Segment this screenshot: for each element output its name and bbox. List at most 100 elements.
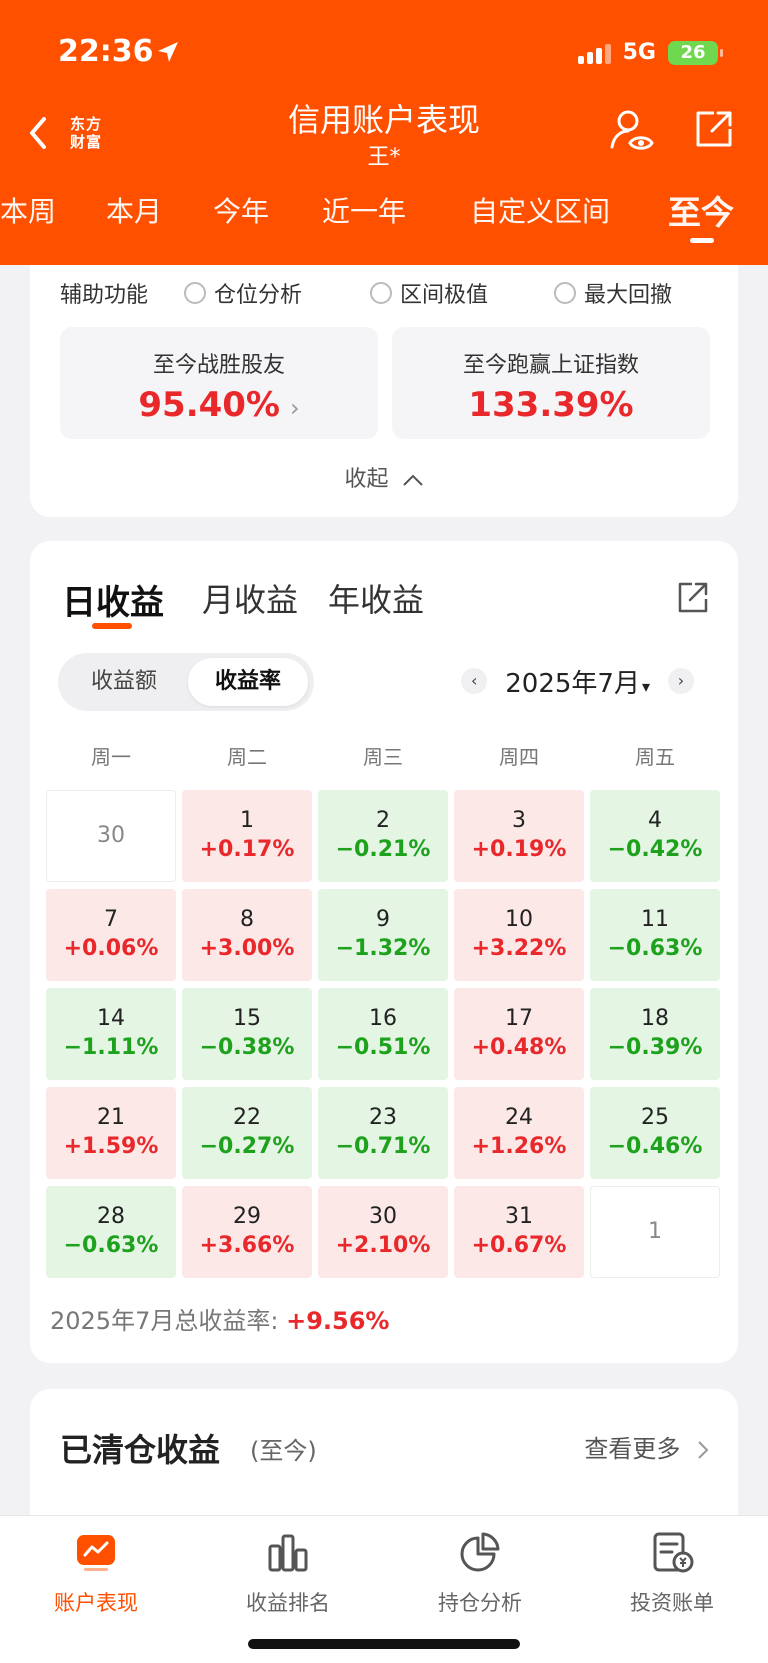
radio-icon[interactable] [554, 282, 576, 304]
calendar-day-cell: 30 [46, 790, 176, 882]
status-time: 22:36 [58, 34, 154, 69]
day-number: 30 [97, 823, 125, 848]
aux-functions: 辅助功能 仓位分析 区间极值 最大回撤 [60, 277, 708, 313]
calendar-day-cell[interactable]: 3 +0.19% [454, 790, 584, 882]
day-number: 14 [97, 1006, 125, 1031]
beat-peers-stat[interactable]: 至今战胜股友 95.40% › [60, 327, 378, 439]
radio-icon[interactable] [370, 282, 392, 304]
export-icon[interactable] [674, 579, 710, 615]
tab-this-month[interactable]: 本月 [106, 195, 163, 228]
day-return-value: +3.66% [199, 1233, 295, 1258]
calendar-day-cell[interactable]: 11 −0.63% [590, 889, 720, 981]
tab-yearly-returns[interactable]: 年收益 [328, 581, 425, 619]
calendar-day-cell[interactable]: 4 −0.42% [590, 790, 720, 882]
calendar-day-cell[interactable]: 7 +0.06% [46, 889, 176, 981]
returns-tab-indicator [92, 623, 132, 629]
calendar-day-cell[interactable]: 22 −0.27% [182, 1087, 312, 1179]
calendar-day-cell[interactable]: 10 +3.22% [454, 889, 584, 981]
day-return-value: −0.42% [607, 837, 703, 862]
day-number: 18 [641, 1006, 669, 1031]
day-number: 17 [505, 1006, 533, 1031]
segment-amount[interactable]: 收益额 [90, 669, 157, 694]
calendar-day-cell[interactable]: 25 −0.46% [590, 1087, 720, 1179]
month-navigator: ‹ 2025年7月 ▾ › [461, 661, 694, 701]
weekday-label: 周四 [499, 745, 539, 769]
nav-investment-bill[interactable]: 投资账单 [576, 1530, 768, 1617]
beat-index-stat: 至今跑赢上证指数 133.39% [392, 327, 710, 439]
tab-custom-range[interactable]: 自定义区间 [470, 195, 611, 228]
share-icon[interactable] [692, 107, 736, 151]
day-number: 29 [233, 1204, 261, 1229]
aux-option-position[interactable]: 仓位分析 [184, 277, 302, 309]
day-return-value: +3.22% [471, 936, 567, 961]
calendar-day-cell[interactable]: 15 −0.38% [182, 988, 312, 1080]
weekday-header: 周一 周二 周三 周四 周五 [46, 741, 722, 771]
tab-to-date[interactable]: 至今 [668, 193, 734, 232]
calendar-day-cell[interactable]: 17 +0.48% [454, 988, 584, 1080]
battery-icon: 26 [668, 40, 723, 65]
calendar-day-cell[interactable]: 8 +3.00% [182, 889, 312, 981]
day-return-value: +0.06% [63, 936, 159, 961]
calendar-day-cell[interactable]: 16 −0.51% [318, 988, 448, 1080]
nav-returns-ranking[interactable]: 收益排名 [192, 1530, 384, 1617]
chevron-up-icon [402, 474, 423, 486]
radio-icon[interactable] [184, 282, 206, 304]
calendar-day-cell[interactable]: 28 −0.63% [46, 1186, 176, 1278]
day-return-value: +0.67% [471, 1233, 567, 1258]
amount-rate-toggle: 收益额 收益率 [58, 653, 314, 711]
summary-card: 辅助功能 仓位分析 区间极值 最大回撤 至今战胜股友 95.40% › 至今跑赢上… [30, 265, 738, 517]
calendar-day-cell[interactable]: 24 +1.26% [454, 1087, 584, 1179]
day-number: 16 [369, 1006, 397, 1031]
chart-line-icon [77, 1535, 115, 1571]
user-eye-icon[interactable] [608, 107, 654, 153]
month-total-value: +9.56% [286, 1307, 390, 1335]
tab-daily-returns[interactable]: 日收益 [62, 583, 164, 623]
tab-this-week[interactable]: 本周 [0, 195, 57, 228]
segment-rate[interactable]: 收益率 [188, 658, 308, 706]
calendar-day-cell[interactable]: 23 −0.71% [318, 1087, 448, 1179]
nav-account-performance[interactable]: 账户表现 [0, 1530, 192, 1617]
view-more-link[interactable]: 查看更多 [584, 1429, 710, 1464]
nav-holdings-analysis[interactable]: 持仓分析 [384, 1530, 576, 1617]
period-tabs: 本周 本月 今年 近一年 自定义区间 至今 [0, 190, 768, 243]
day-number: 9 [376, 907, 390, 932]
day-number: 31 [505, 1204, 533, 1229]
back-chevron-icon[interactable] [24, 113, 54, 153]
day-return-value: −0.38% [199, 1035, 295, 1060]
weekday-label: 周一 [91, 745, 131, 769]
collapse-button[interactable]: 收起 [30, 461, 738, 493]
closed-positions-title: 已清仓收益 [60, 1431, 221, 1469]
month-selector[interactable]: 2025年7月 ▾ [505, 668, 650, 699]
aux-option-max-drawdown[interactable]: 最大回撤 [554, 277, 672, 309]
prev-month-icon[interactable]: ‹ [461, 668, 488, 694]
tab-monthly-returns[interactable]: 月收益 [202, 581, 299, 619]
bill-icon [653, 1532, 694, 1573]
aux-option-range-extreme[interactable]: 区间极值 [370, 277, 488, 309]
calendar-day-cell[interactable]: 14 −1.11% [46, 988, 176, 1080]
tab-this-year[interactable]: 今年 [213, 195, 270, 228]
day-number: 15 [233, 1006, 261, 1031]
brand-logo: 东方 财富 [64, 109, 108, 153]
calendar-day-cell[interactable]: 18 −0.39% [590, 988, 720, 1080]
next-month-icon[interactable]: › [668, 668, 694, 694]
day-return-value: −1.11% [63, 1035, 159, 1060]
day-return-value: −0.71% [335, 1134, 431, 1159]
day-number: 30 [369, 1204, 397, 1229]
calendar-day-cell[interactable]: 21 +1.59% [46, 1087, 176, 1179]
day-number: 2 [376, 808, 390, 833]
calendar-day-cell[interactable]: 29 +3.66% [182, 1186, 312, 1278]
day-number: 25 [641, 1105, 669, 1130]
day-return-value: −0.21% [335, 837, 431, 862]
calendar-day-cell[interactable]: 9 −1.32% [318, 889, 448, 981]
calendar-day-cell[interactable]: 2 −0.21% [318, 790, 448, 882]
calendar-day-cell[interactable]: 30 +2.10% [318, 1186, 448, 1278]
active-tab-indicator [690, 238, 714, 243]
tab-last-year[interactable]: 近一年 [322, 195, 407, 228]
chevron-right-icon: › [290, 394, 300, 422]
signal-icon [577, 42, 611, 64]
calendar-day-cell[interactable]: 31 +0.67% [454, 1186, 584, 1278]
day-number: 8 [240, 907, 254, 932]
day-number: 22 [233, 1105, 261, 1130]
calendar-day-cell[interactable]: 1 +0.17% [182, 790, 312, 882]
home-indicator [248, 1639, 520, 1649]
